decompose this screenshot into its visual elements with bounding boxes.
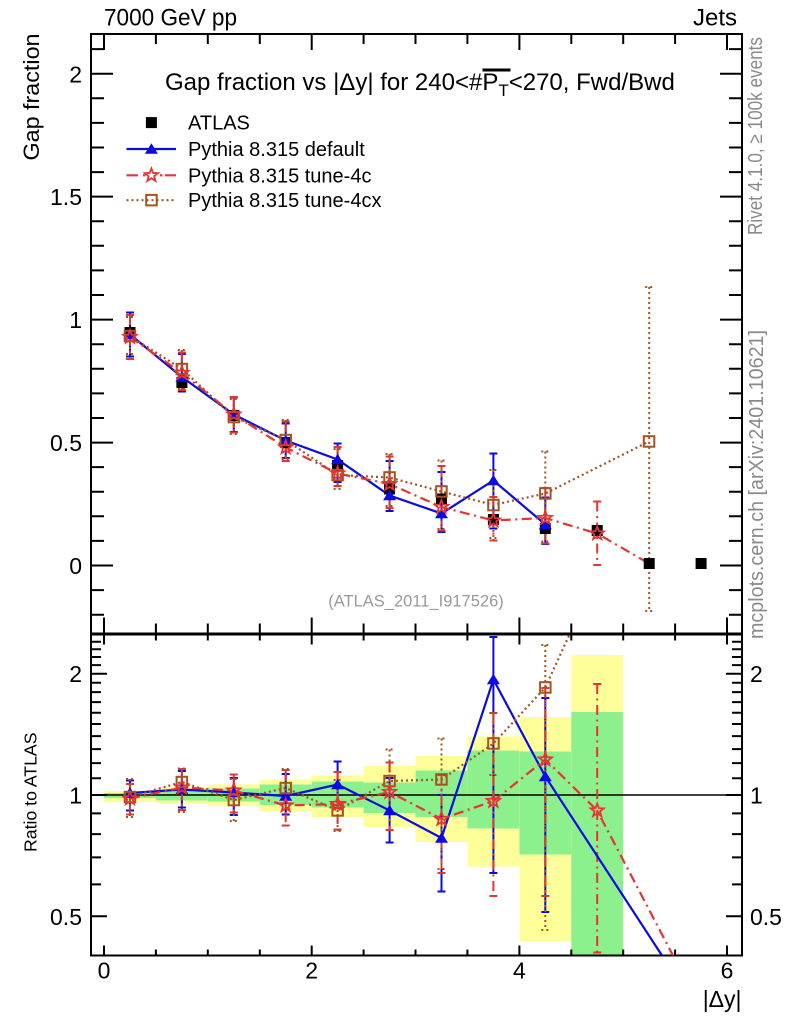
svg-text:mcplots.cern.ch [arXiv:2401.10: mcplots.cern.ch [arXiv:2401.10621] <box>745 330 768 639</box>
svg-text:0.5: 0.5 <box>750 904 782 930</box>
svg-text:7000 GeV pp: 7000 GeV pp <box>104 5 237 32</box>
svg-text:1: 1 <box>69 307 82 333</box>
svg-text:ATLAS: ATLAS <box>188 113 250 135</box>
svg-text:0: 0 <box>69 553 82 579</box>
svg-text:1.5: 1.5 <box>50 184 82 210</box>
svg-text:Rivet 4.1.0, ≥ 100k events: Rivet 4.1.0, ≥ 100k events <box>745 37 767 235</box>
svg-text:4: 4 <box>513 958 526 984</box>
svg-text:2: 2 <box>69 661 82 687</box>
svg-text:Pythia 8.315 tune-4cx: Pythia 8.315 tune-4cx <box>188 190 381 212</box>
svg-text:Pythia 8.315 tune-4c: Pythia 8.315 tune-4c <box>188 165 371 187</box>
svg-text:Gap fraction vs |Δy| for 240<#: Gap fraction vs |Δy| for 240<#PT<270, Fw… <box>165 69 675 100</box>
svg-text:2: 2 <box>69 61 82 87</box>
svg-text:Jets: Jets <box>693 5 737 32</box>
svg-text:1: 1 <box>69 783 82 809</box>
svg-text:Gap fraction: Gap fraction <box>19 34 44 161</box>
svg-text:Pythia 8.315 default: Pythia 8.315 default <box>188 139 365 161</box>
svg-text:6: 6 <box>721 958 734 984</box>
svg-text:2: 2 <box>305 958 318 984</box>
svg-text:2: 2 <box>750 661 763 687</box>
svg-text:1: 1 <box>750 783 763 809</box>
svg-text:Ratio to ATLAS: Ratio to ATLAS <box>21 733 41 853</box>
svg-text:0.5: 0.5 <box>50 430 82 456</box>
svg-text:|Δy|: |Δy| <box>703 986 742 1012</box>
svg-text:(ATLAS_2011_I917526): (ATLAS_2011_I917526) <box>328 593 504 611</box>
svg-text:0: 0 <box>98 958 111 984</box>
svg-text:0.5: 0.5 <box>50 904 82 930</box>
